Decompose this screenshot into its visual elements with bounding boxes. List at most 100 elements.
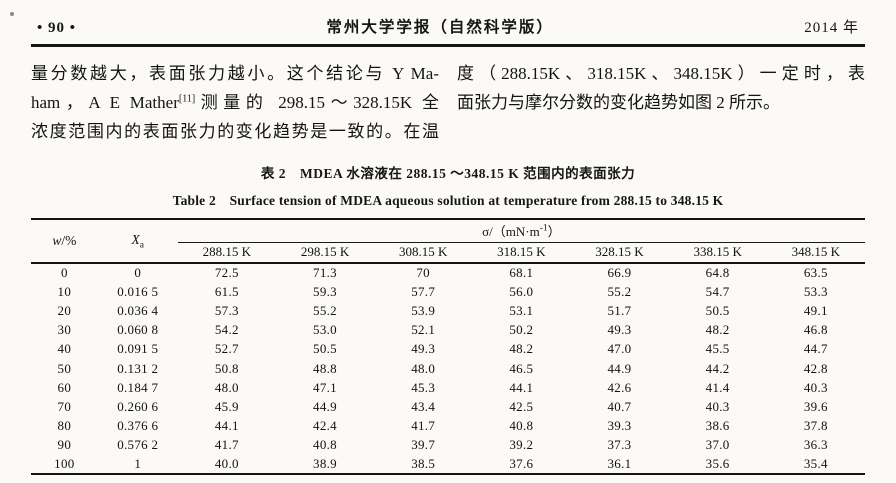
paragraph-line: 面张力与摩尔分数的变化趋势如图 2 所示。	[457, 93, 780, 112]
citation-ref: [11]	[178, 93, 196, 105]
table-cell: 36.3	[803, 437, 828, 453]
table-cell: 70	[57, 398, 72, 414]
table-cell: 50.5	[313, 341, 337, 357]
table-cell: 45.5	[705, 341, 730, 357]
temp-column-header: 338.15 K	[668, 242, 767, 264]
table-cell: 39.2	[509, 437, 534, 453]
table-cell: 46.5	[509, 360, 534, 376]
table-cell: 44.1	[214, 418, 239, 434]
table-row: 0 0 72.5 71.3 70 68.1 66.9 64.8 63.5	[31, 263, 865, 282]
paragraph-line: 量分数越大，表面张力越小。这个结论与 Y Ma-	[31, 64, 439, 83]
column-header-surface-tension: σ/（mN·m-1）	[177, 219, 865, 243]
table-row: 90 0.576 2 41.7 40.8 39.7 39.2 37.3 37.0 36.3	[31, 436, 865, 455]
sigma-unit-text: σ/（mN·m	[482, 224, 540, 240]
table-cell: 42.5	[509, 398, 534, 414]
sigma-unit-close: ）	[547, 224, 561, 240]
table-cell: 60	[57, 379, 72, 395]
table-cell: 57.7	[411, 283, 436, 299]
table-cell: 90	[57, 437, 72, 453]
table-row: 40 0.091 5 52.7 50.5 49.3 48.2 47.0 45.5 44.7	[31, 340, 865, 359]
temp-column-header: 298.15 K	[275, 242, 375, 264]
paragraph-line: 浓度范围内的表面张力的变化趋势是一致的。在温	[31, 122, 439, 141]
table-cell: 51.7	[607, 302, 632, 318]
table-cell: 40	[57, 341, 72, 357]
table-cell: 63.5	[803, 265, 828, 281]
table-cell: 100	[54, 455, 75, 471]
table-cell: 55.2	[313, 302, 337, 318]
table-cell: 54.2	[214, 322, 239, 338]
table-cell: 0.091 5	[117, 341, 159, 357]
temp-column-header: 288.15 K	[177, 242, 276, 264]
table-cell: 0.036 4	[117, 302, 159, 318]
table-cell: 37.6	[509, 455, 534, 471]
journal-title: 常州大学学报（自然科学版）	[326, 19, 554, 36]
table-cell: 42.6	[607, 379, 632, 395]
table-cell: 48.2	[705, 322, 730, 338]
table-cell: 44.9	[607, 360, 632, 376]
table-row: 60 0.184 7 48.0 47.1 45.3 44.1 42.6 41.4 40.3	[31, 378, 865, 397]
table-cell: 38.6	[705, 418, 730, 434]
temp-column-header: 308.15 K	[374, 242, 473, 264]
table-cell: 0.260 6	[117, 398, 159, 414]
table-cell: 80	[57, 418, 72, 434]
table-cell: 41.4	[705, 379, 730, 395]
table-cell: 59.3	[313, 283, 337, 299]
table-cell: 48.8	[313, 360, 337, 376]
table-cell: 53.1	[509, 302, 534, 318]
table-cell: 48.2	[509, 341, 534, 357]
table-cell: 70	[416, 265, 430, 281]
table-cell: 45.3	[411, 379, 436, 395]
temp-column-header: 348.15 K	[766, 242, 865, 264]
table-cell: 30	[57, 322, 72, 338]
table-cell: 0.576 2	[117, 437, 159, 453]
column-header-mass-fraction: w/%	[31, 219, 98, 264]
temp-header-row: 288.15 K 298.15 K 308.15 K 318.15 K 328.15 K…	[31, 242, 865, 264]
table-cell: 50.8	[214, 360, 239, 376]
left-column: 量分数越大，表面张力越小。这个结论与 Y Ma- ham，A E Mather[…	[31, 59, 439, 146]
paragraph-line: ham，A E Mather[11]测量的 298.15～328.15K 全	[31, 88, 439, 117]
temp-column-header: 318.15 K	[472, 242, 571, 264]
paragraph-text: 测量的 298.15～328.15K 全	[195, 93, 439, 112]
scan-artifact-dot	[10, 12, 14, 16]
table-cell: 52.1	[411, 322, 436, 338]
table-cell: 35.6	[705, 455, 730, 471]
table-cell: 37.3	[607, 437, 632, 453]
table-cell: 68.1	[509, 265, 534, 281]
table-caption-english: Table 2 Surface tension of MDEA aqueous …	[172, 193, 724, 208]
table-cell: 44.2	[705, 360, 730, 376]
table-cell: 0.016 5	[117, 283, 159, 299]
table-cell: 66.9	[607, 265, 632, 281]
table-cell: 20	[57, 302, 72, 318]
table-cell: 56.0	[509, 283, 534, 299]
table-cell: 40.8	[313, 437, 337, 453]
table-cell: 43.4	[411, 398, 436, 414]
table-cell: 1	[134, 455, 142, 471]
table-cell: 0.131 2	[117, 360, 159, 376]
table-header-row-1: w/% Xa σ/（mN·m-1）	[31, 219, 865, 264]
superscript-minus-one: -1	[539, 223, 548, 234]
table-cell: 40.7	[607, 398, 632, 414]
table-cell: 52.7	[214, 341, 239, 357]
table-cell: 47.1	[313, 379, 337, 395]
table-cell: 53.3	[803, 283, 828, 299]
table-row: 80 0.376 6 44.1 42.4 41.7 40.8 39.3 38.6 37.8	[31, 417, 865, 436]
table-body: 0 0 72.5 71.3 70 68.1 66.9 64.8 63.5 10 0.016 5 61.…	[31, 263, 865, 474]
table-cell: 44.1	[509, 379, 534, 395]
table-cell: 57.3	[214, 302, 239, 318]
table-cell: 44.7	[803, 341, 828, 357]
unit-percent: /%	[61, 233, 77, 248]
table-cell: 36.1	[607, 455, 632, 471]
table-cell: 55.2	[607, 283, 632, 299]
table-cell: 41.7	[411, 418, 436, 434]
subscript-a: a	[139, 240, 144, 251]
table-cell: 0	[60, 265, 68, 281]
table-cell: 42.8	[803, 360, 828, 376]
table-cell: 10	[57, 283, 72, 299]
table-cell: 41.7	[214, 437, 239, 453]
table-cell: 54.7	[705, 283, 730, 299]
surface-tension-table: w/% Xa σ/（mN·m-1） 288.15 K 298.15 K 308.15…	[31, 218, 865, 476]
symbol-x: X	[131, 231, 140, 247]
table-cell: 37.8	[803, 418, 828, 434]
table-row: 10 0.016 5 61.5 59.3 57.7 56.0 55.2 54.7 53.3	[31, 282, 865, 301]
